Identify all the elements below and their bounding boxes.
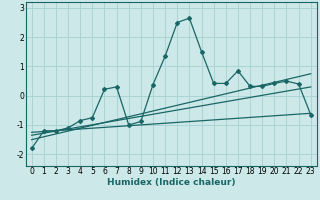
X-axis label: Humidex (Indice chaleur): Humidex (Indice chaleur) <box>107 178 236 187</box>
